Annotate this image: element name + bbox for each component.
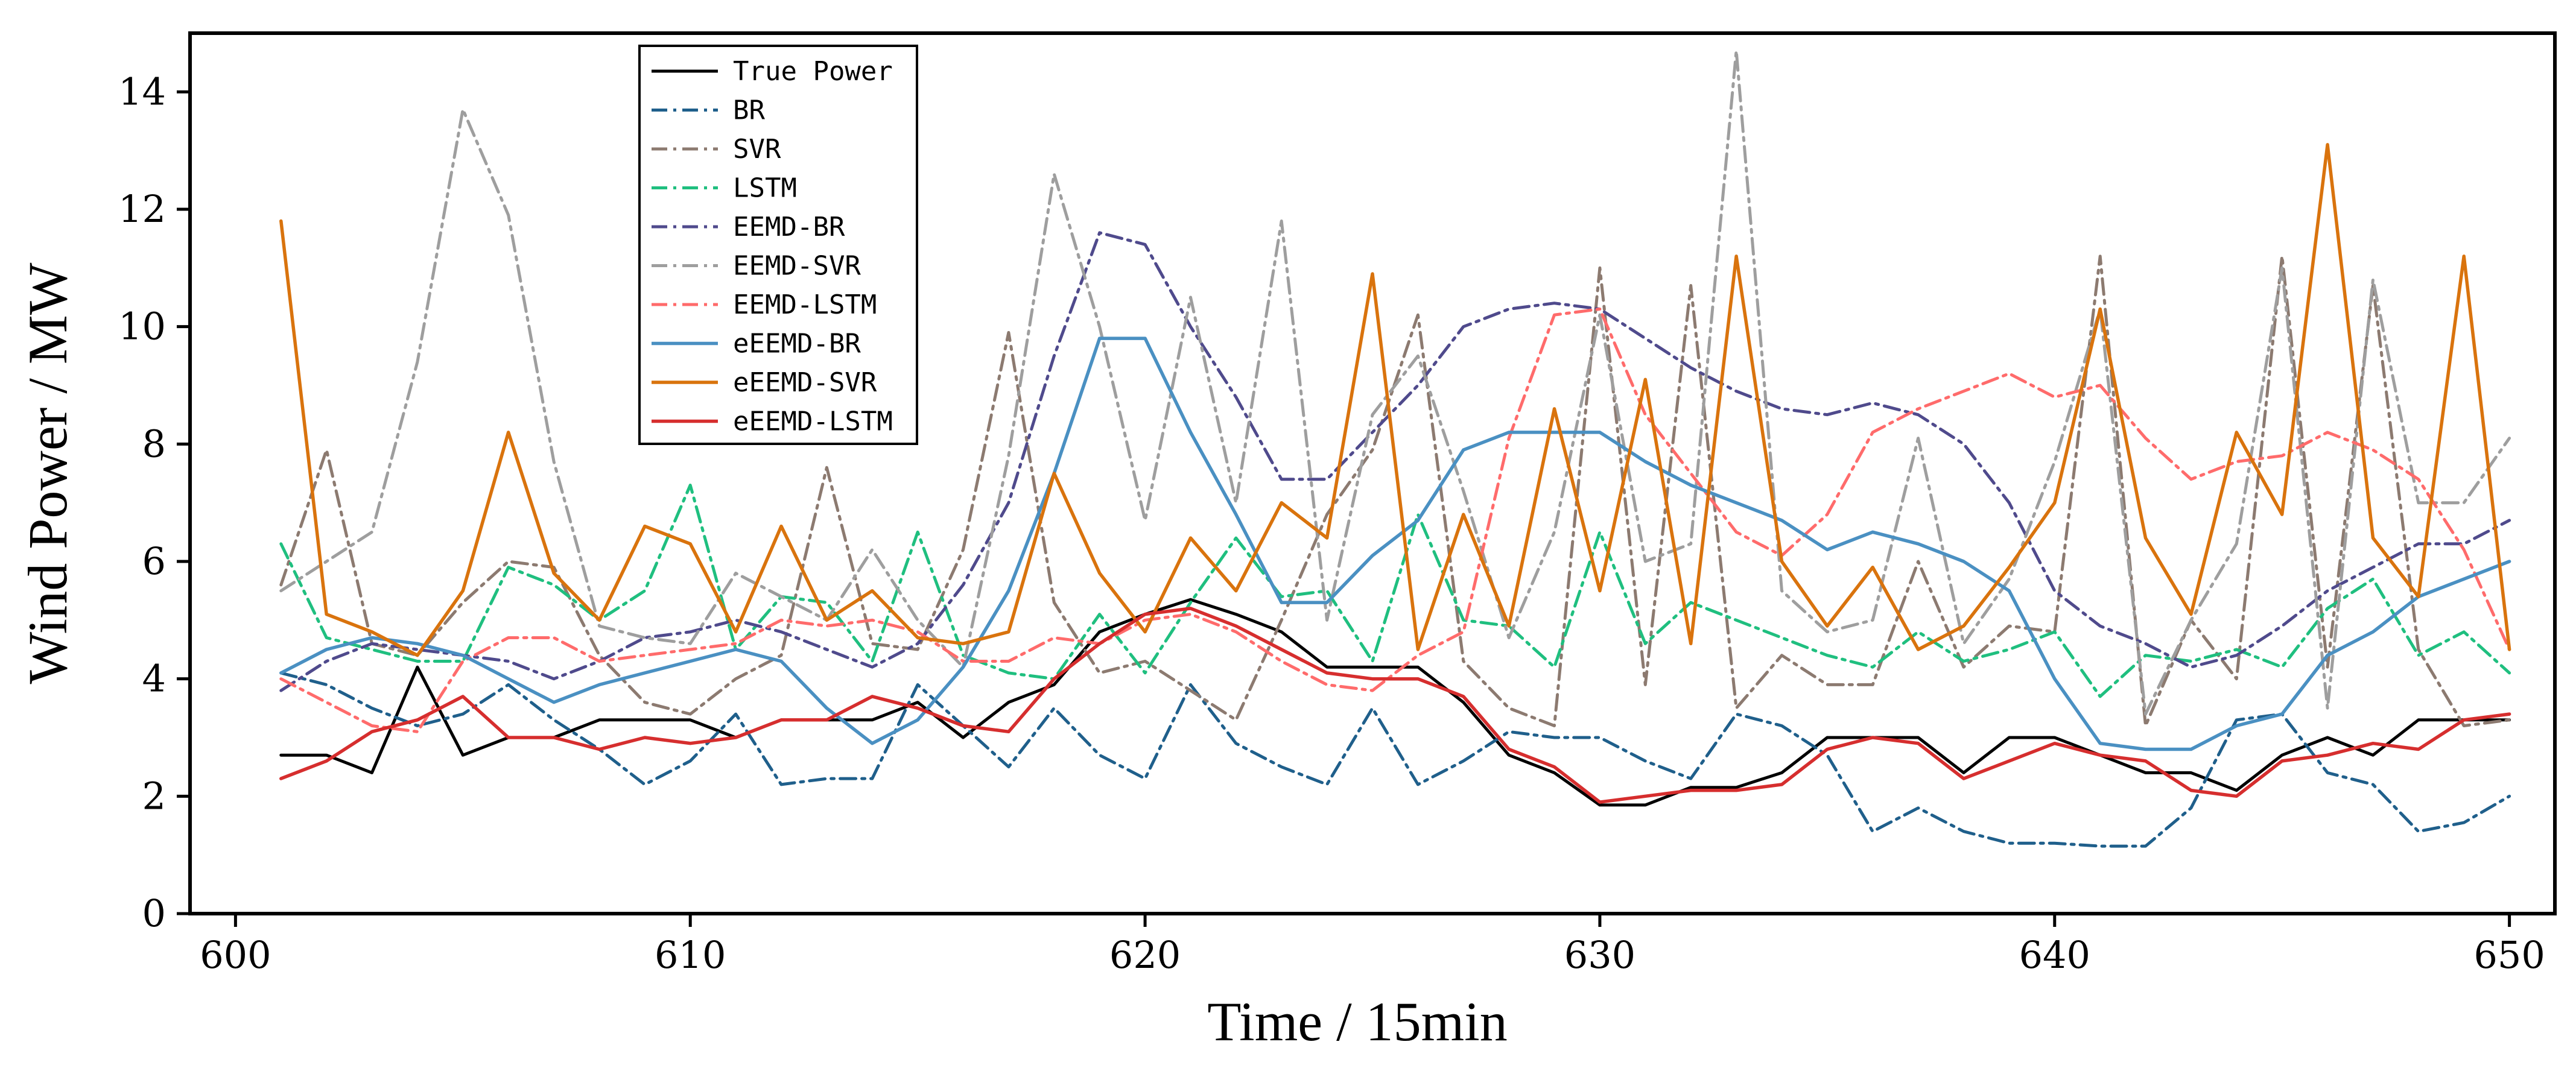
legend-label-true-power: True Power: [733, 56, 893, 87]
legend-frame: [638, 45, 918, 445]
legend-label-svr: SVR: [733, 134, 781, 165]
legend-label-br: BR: [733, 95, 765, 126]
series-line-true-power: [279, 598, 2511, 807]
x-tick-label: 600: [200, 933, 271, 977]
legend-label-eemd-svr: EEMD-SVR: [733, 251, 861, 282]
legend-label-eeemd-lstm: eEEMD-LSTM: [733, 406, 893, 437]
legend-label-eeemd-svr: eEEMD-SVR: [733, 367, 877, 398]
series-layer: [279, 49, 2511, 848]
series-line-lstm: [279, 484, 2511, 698]
plot-frame: [188, 31, 2557, 915]
y-tick-label: 10: [118, 305, 166, 349]
x-tick-label: 610: [655, 933, 726, 977]
legend-items: True Power BR SVR LSTM EEMD-BR EEMD-SVR EEMD-L…: [652, 56, 893, 437]
y-tick-label: 14: [118, 69, 166, 113]
legend-label-eeemd-br: eEEMD-BR: [733, 329, 861, 359]
x-tick-label: 620: [1109, 933, 1181, 977]
series-line-eeemd-lstm: [279, 607, 2511, 804]
y-tick-label: 2: [142, 774, 166, 818]
series-line-eemd-lstm: [279, 308, 2511, 733]
legend-label-eemd-br: EEMD-BR: [733, 212, 845, 242]
series-line-eeemd-br: [279, 337, 2511, 751]
y-axis-title: Wind Power / MW: [17, 262, 78, 684]
series-line-eeemd-svr: [279, 143, 2511, 657]
legend-label-eemd-lstm: EEMD-LSTM: [733, 289, 877, 320]
axes-layer: 600 610 620 630 640 650 0 2 4 6 8 10 12 14: [118, 69, 2545, 977]
series-line-eemd-br: [279, 231, 2511, 692]
x-tick-label: 650: [2473, 933, 2545, 977]
y-tick-label: 4: [142, 657, 166, 701]
y-tick-label: 8: [142, 422, 166, 466]
x-tick-label: 640: [2019, 933, 2090, 977]
y-tick-label: 12: [118, 187, 166, 231]
series-line-svr: [279, 254, 2511, 727]
x-tick-label: 630: [1564, 933, 1635, 977]
series-line-eemd-svr: [279, 49, 2511, 716]
x-axis-title: Time / 15min: [1207, 991, 1508, 1052]
series-line-br: [279, 671, 2511, 848]
legend-label-lstm: LSTM: [733, 173, 797, 204]
y-tick-label: 0: [142, 891, 166, 935]
legend: True Power BR SVR LSTM EEMD-BR EEMD-SVR EEMD-L…: [638, 45, 918, 445]
y-tick-label: 6: [142, 539, 166, 583]
